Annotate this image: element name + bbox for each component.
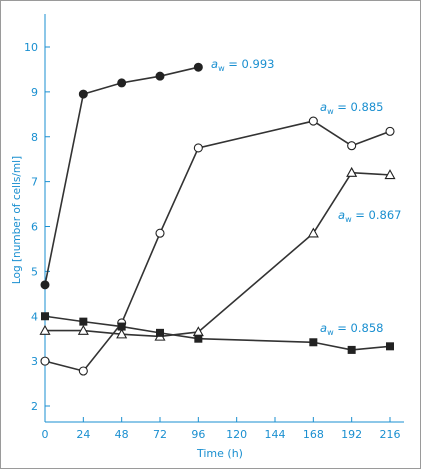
series-label-value: = 0.885 (334, 100, 384, 114)
series-label: aw = 0.885 (320, 100, 383, 116)
series-2: aw = 0.867 (39, 166, 401, 341)
series-label-subscript: w (327, 107, 334, 116)
x-tick-label: 0 (42, 428, 49, 441)
data-point (194, 334, 203, 343)
data-point (384, 169, 396, 180)
x-tick-label: 48 (115, 428, 129, 441)
series-label-symbol: a (320, 100, 327, 114)
data-point (155, 228, 165, 238)
x-tick-label: 24 (76, 428, 90, 441)
x-axis-title: Time (h) (196, 447, 243, 460)
series-label-symbol: a (211, 57, 218, 71)
y-tick-label: 7 (31, 176, 38, 189)
x-tick-label: 96 (191, 428, 205, 441)
data-point (193, 62, 203, 72)
data-point (41, 312, 50, 321)
data-point (385, 126, 395, 136)
data-point (78, 366, 88, 376)
data-point (77, 324, 89, 335)
series-line (44, 120, 391, 372)
series-label-value: = 0.858 (334, 321, 384, 335)
y-tick-label: 3 (31, 355, 38, 368)
series-0: aw = 0.993 (40, 57, 274, 290)
data-point (193, 143, 203, 153)
data-point (308, 116, 318, 126)
data-point (385, 342, 394, 351)
series-line (44, 66, 199, 285)
y-axis-title: Log [number of cells/ml] (11, 156, 23, 284)
x-tick-label: 192 (341, 428, 362, 441)
data-point (40, 280, 50, 290)
data-point (117, 78, 127, 88)
y-tick-label: 4 (31, 310, 38, 323)
data-point (309, 338, 318, 347)
series-label: aw = 0.858 (320, 321, 383, 337)
data-point (155, 328, 164, 337)
data-point (79, 317, 88, 326)
x-tick-label: 168 (303, 428, 324, 441)
y-tick-label: 9 (31, 86, 38, 99)
x-tick-label: 120 (226, 428, 247, 441)
y-tick-label: 10 (24, 41, 38, 54)
y-tick-label: 6 (31, 221, 38, 234)
series-label: aw = 0.993 (211, 57, 274, 73)
series-label-value: = 0.993 (225, 57, 275, 71)
series-label-symbol: a (320, 321, 327, 335)
data-point (40, 356, 50, 366)
x-tick-label: 72 (153, 428, 167, 441)
data-point (39, 324, 51, 335)
data-point (346, 166, 358, 177)
data-point (117, 322, 126, 331)
data-point (347, 141, 357, 151)
series-label-subscript: w (218, 64, 225, 73)
series-3: aw = 0.858 (41, 312, 394, 354)
series-label-value: = 0.867 (352, 208, 402, 222)
x-tick-label: 216 (380, 428, 401, 441)
y-tick-label: 2 (31, 400, 38, 413)
data-point (347, 345, 356, 354)
series-label: aw = 0.867 (338, 208, 401, 224)
y-tick-label: 8 (31, 131, 38, 144)
y-tick-label: 5 (31, 265, 38, 278)
data-point (116, 328, 128, 339)
series-label-symbol: a (338, 208, 345, 222)
data-point (307, 227, 319, 238)
series-label-subscript: w (327, 328, 334, 337)
series-label-subscript: w (345, 215, 352, 224)
series-1: aw = 0.885 (40, 100, 395, 376)
series-line (44, 315, 391, 351)
data-point (78, 89, 88, 99)
data-point (155, 71, 165, 81)
x-tick-label: 144 (265, 428, 286, 441)
series-line (45, 171, 391, 338)
